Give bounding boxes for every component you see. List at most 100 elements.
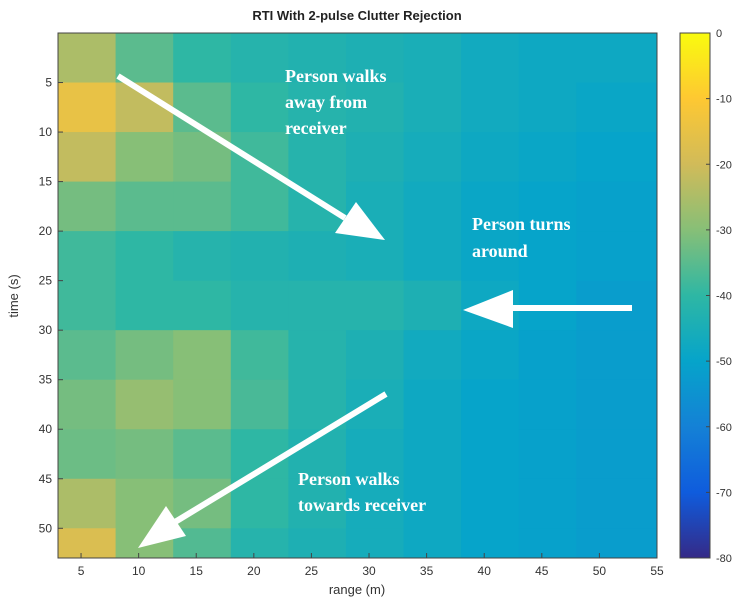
- heatmap-cell: [115, 231, 174, 282]
- heatmap-cell: [230, 33, 289, 84]
- annotation: Person walks: [298, 469, 400, 489]
- heatmap-cell: [518, 82, 577, 133]
- x-tick-label: 5: [78, 564, 85, 578]
- heatmap-cell: [288, 330, 347, 381]
- heatmap-cell: [288, 280, 347, 331]
- heatmap-cell: [230, 478, 289, 529]
- heatmap-cell: [173, 82, 232, 133]
- heatmap-cell: [345, 478, 405, 529]
- heatmap-cell: [288, 33, 347, 84]
- heatmap-cell: [115, 181, 174, 232]
- heatmap-cell: [345, 33, 405, 84]
- heatmap-cell: [230, 231, 289, 282]
- heatmap-cell: [173, 379, 232, 430]
- annotation: receiver: [285, 118, 347, 138]
- heatmap-cell: [461, 330, 520, 381]
- heatmap-cell: [115, 132, 174, 183]
- x-tick-label: 20: [247, 564, 261, 578]
- heatmap-cell: [518, 132, 577, 183]
- heatmap-cell: [58, 181, 117, 232]
- heatmap-cell: [58, 379, 117, 430]
- chart-title: RTI With 2-pulse Clutter Rejection: [252, 8, 461, 23]
- x-tick-label: 35: [420, 564, 434, 578]
- x-tick-label: 40: [478, 564, 492, 578]
- x-tick-label: 55: [650, 564, 664, 578]
- heatmap-cell: [58, 132, 117, 183]
- heatmap-cell: [173, 330, 232, 381]
- heatmap-cell: [576, 231, 658, 282]
- colorbar-tick-label: -20: [716, 159, 732, 171]
- heatmap-cell: [345, 379, 405, 430]
- x-tick-label: 50: [593, 564, 607, 578]
- annotations: Person walks away from receiver Person t…: [116, 66, 632, 548]
- y-tick-label: 35: [39, 373, 53, 387]
- arrowhead: [335, 202, 385, 240]
- x-axis-label: range (m): [329, 582, 385, 597]
- heatmap-cell: [461, 181, 520, 232]
- y-tick-label: 10: [39, 125, 53, 139]
- heatmap-cell: [173, 429, 232, 480]
- heatmap-cell: [403, 280, 462, 331]
- heatmap-cell: [115, 280, 174, 331]
- heatmap-cell: [345, 330, 405, 381]
- colorbar-tick-label: -60: [716, 422, 732, 434]
- heatmap-cell: [461, 429, 520, 480]
- heatmap-cell: [173, 181, 232, 232]
- heatmap-cell: [58, 280, 117, 331]
- heatmap-cell: [230, 280, 289, 331]
- heatmap-cell: [288, 132, 347, 183]
- heatmap-cell: [576, 478, 658, 529]
- heatmap-cell: [288, 528, 347, 559]
- annotation: towards receiver: [298, 495, 426, 515]
- x-tick-label: 45: [535, 564, 549, 578]
- arrowhead: [463, 290, 513, 328]
- y-tick-label: 5: [45, 76, 52, 90]
- y-tick-label: 15: [39, 175, 53, 189]
- colorbar-tick-label: -30: [716, 225, 732, 237]
- heatmap-cell: [461, 132, 520, 183]
- arrowhead: [138, 506, 186, 548]
- heatmap-cell: [173, 231, 232, 282]
- heatmap-cell: [576, 330, 658, 381]
- heatmap-cell: [345, 82, 405, 133]
- arrow: [116, 73, 347, 221]
- heatmap-cell: [345, 429, 405, 480]
- heatmap-cell: [461, 33, 520, 84]
- heatmap-cell: [230, 181, 289, 232]
- heatmap-cell: [403, 132, 462, 183]
- heatmap-cell: [461, 82, 520, 133]
- heatmap-cell: [403, 181, 462, 232]
- heatmap-cell: [403, 429, 462, 480]
- heatmap-cell: [576, 181, 658, 232]
- arrow: [173, 391, 388, 525]
- heatmap-cell: [461, 379, 520, 430]
- heatmap-cell: [518, 33, 577, 84]
- y-tick-label: 50: [39, 521, 53, 535]
- colorbar-tick-label: -10: [716, 94, 732, 106]
- heatmap-cell: [518, 379, 577, 430]
- heatmap-cell: [230, 330, 289, 381]
- heatmap-cell: [58, 33, 117, 84]
- heatmap-cell: [576, 528, 658, 559]
- heatmap-cell: [58, 429, 117, 480]
- heatmap-cell: [576, 379, 658, 430]
- annotation: Person walks: [285, 66, 387, 86]
- annotation: away from: [285, 92, 367, 112]
- heatmap-cell: [58, 478, 117, 529]
- heatmap-cell: [345, 280, 405, 331]
- heatmap-cell: [58, 330, 117, 381]
- heatmap-cell: [345, 528, 405, 559]
- heatmap-cell: [403, 33, 462, 84]
- heatmap-cell: [403, 528, 462, 559]
- x-tick-label: 25: [305, 564, 319, 578]
- colorbar-tick-label: 0: [716, 28, 722, 40]
- x-tick-label: 30: [362, 564, 376, 578]
- heatmap-cell: [230, 379, 289, 430]
- heatmap-cell: [288, 231, 347, 282]
- heatmap-cell: [518, 181, 577, 232]
- heatmap-cell: [115, 330, 174, 381]
- heatmap-cell: [518, 231, 577, 282]
- y-axis-label: time (s): [6, 274, 21, 317]
- y-tick-label: 30: [39, 323, 53, 337]
